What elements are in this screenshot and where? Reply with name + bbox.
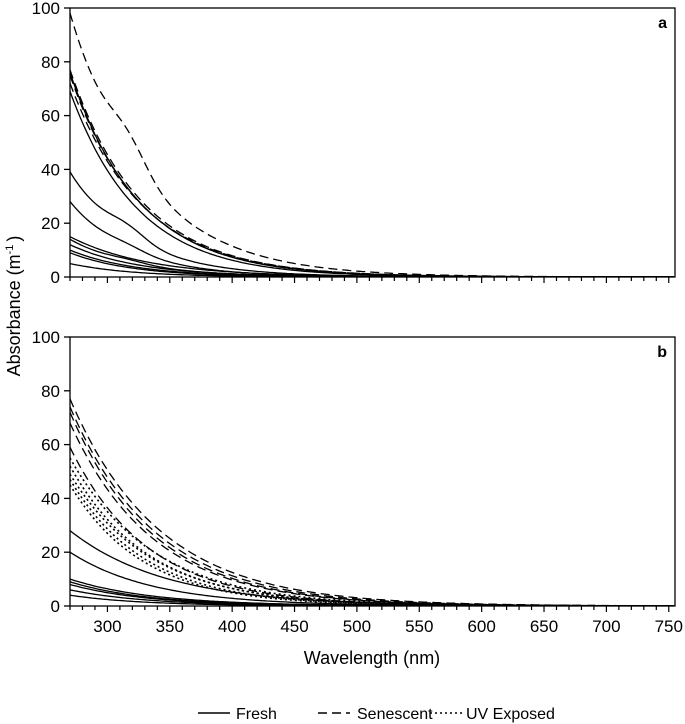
panel-b-frame bbox=[69, 336, 676, 607]
y-axis-title-close: ) bbox=[4, 236, 24, 242]
legend-item-fresh: Fresh bbox=[198, 706, 277, 723]
x-tick-label: 550 bbox=[405, 617, 433, 636]
series-senescent-2 bbox=[70, 69, 674, 277]
x-tick-label: 750 bbox=[655, 617, 683, 636]
legend-label: Fresh bbox=[236, 706, 277, 723]
panel-a: 0 20 40 60 80 100 a bbox=[32, 0, 676, 287]
x-tick-label: 600 bbox=[467, 617, 495, 636]
panel-label-a: a bbox=[658, 15, 667, 32]
y-tick-label: 100 bbox=[32, 0, 60, 18]
legend-item-senescent: Senescent bbox=[318, 706, 433, 723]
y-tick-label: 80 bbox=[41, 382, 60, 401]
panel-a-series bbox=[70, 12, 674, 277]
legend: Fresh Senescent UV Exposed bbox=[198, 706, 555, 723]
series-senescent-2 bbox=[70, 406, 674, 606]
x-tick-label: 700 bbox=[592, 617, 620, 636]
panel-a-frame bbox=[69, 7, 676, 278]
series-fresh-8 bbox=[70, 201, 674, 277]
panel-b-series bbox=[70, 398, 674, 606]
series-fresh-5 bbox=[70, 72, 674, 277]
y-axis-title-main: Absorbance (m bbox=[4, 254, 24, 376]
series-senescent-1 bbox=[70, 12, 674, 277]
x-tick-label: 500 bbox=[343, 617, 371, 636]
y-tick-label: 0 bbox=[51, 597, 60, 616]
panels-layer: 0 20 40 60 80 100 a 0 20 40 60 80 100 300 350 400 450 500… bbox=[32, 0, 683, 636]
y-tick-label: 80 bbox=[41, 53, 60, 72]
y-tick-label: 20 bbox=[41, 543, 60, 562]
series-senescent-4 bbox=[70, 422, 674, 606]
legend-label: UV Exposed bbox=[466, 706, 555, 723]
y-axis-title: Absorbance (m-1) bbox=[4, 236, 24, 377]
series-senescent-1 bbox=[70, 398, 674, 606]
x-axis-title: Wavelength (nm) bbox=[304, 648, 440, 668]
series-senescent-3 bbox=[70, 75, 674, 277]
x-tick-label: 350 bbox=[156, 617, 184, 636]
series-fresh-13 bbox=[70, 578, 674, 606]
y-axis-title-exponent: -1 bbox=[4, 245, 16, 255]
y-tick-label: 20 bbox=[41, 214, 60, 233]
series-fresh-7 bbox=[70, 171, 674, 277]
series-senescent-4 bbox=[70, 83, 674, 277]
series-fresh-11 bbox=[70, 530, 674, 606]
series-uv-exposed-9 bbox=[70, 479, 674, 606]
y-tick-label: 40 bbox=[41, 489, 60, 508]
y-tick-label: 60 bbox=[41, 436, 60, 455]
y-tick-label: 60 bbox=[41, 107, 60, 126]
series-uv-exposed-6 bbox=[70, 457, 674, 606]
x-tick-label: 400 bbox=[218, 617, 246, 636]
series-senescent-3 bbox=[70, 412, 674, 606]
y-tick-label: 100 bbox=[32, 328, 60, 347]
series-fresh-12 bbox=[70, 249, 674, 277]
panel-b: 0 20 40 60 80 100 300 350 400 450 500 550 600 650 700 7… bbox=[32, 328, 683, 636]
y-tick-label: 0 bbox=[51, 268, 60, 287]
y-tick-label: 40 bbox=[41, 160, 60, 179]
panel-label-b: b bbox=[657, 344, 667, 361]
x-tick-label: 450 bbox=[280, 617, 308, 636]
x-tick-label: 300 bbox=[93, 617, 121, 636]
legend-item-uv-exposed: UV Exposed bbox=[430, 706, 555, 723]
legend-label: Senescent bbox=[357, 706, 433, 723]
x-tick-label: 650 bbox=[530, 617, 558, 636]
series-senescent-5 bbox=[70, 447, 674, 606]
